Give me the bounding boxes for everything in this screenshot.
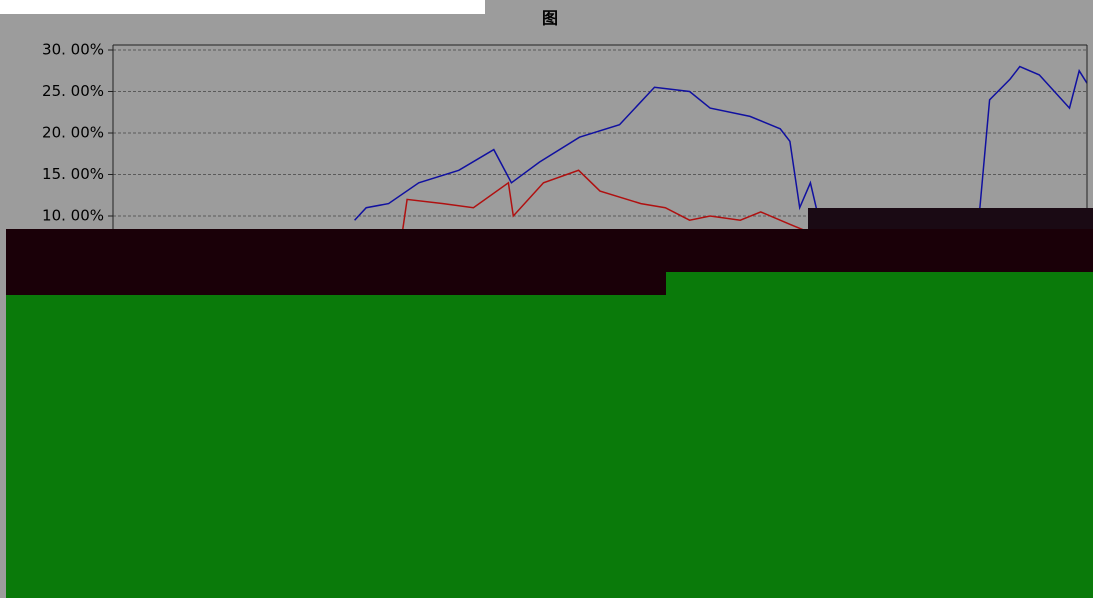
glitch-fill xyxy=(6,295,1093,598)
y-tick-label: 20. 00% xyxy=(42,124,104,142)
y-tick-label: 10. 00% xyxy=(42,207,104,225)
series-line xyxy=(401,169,1059,259)
glitch-fill xyxy=(666,272,1093,295)
y-tick-label: 25. 00% xyxy=(42,82,104,100)
y-tick-label: 15. 00% xyxy=(42,165,104,183)
chart-title: 图 xyxy=(542,9,558,28)
glitch-block xyxy=(808,208,1093,230)
glitch-band xyxy=(6,272,666,295)
y-tick-label: 30. 00% xyxy=(42,41,104,59)
header-strip xyxy=(0,0,485,14)
glitch-band xyxy=(6,229,1093,272)
series-line xyxy=(354,65,1088,259)
plot-area xyxy=(113,49,1088,259)
